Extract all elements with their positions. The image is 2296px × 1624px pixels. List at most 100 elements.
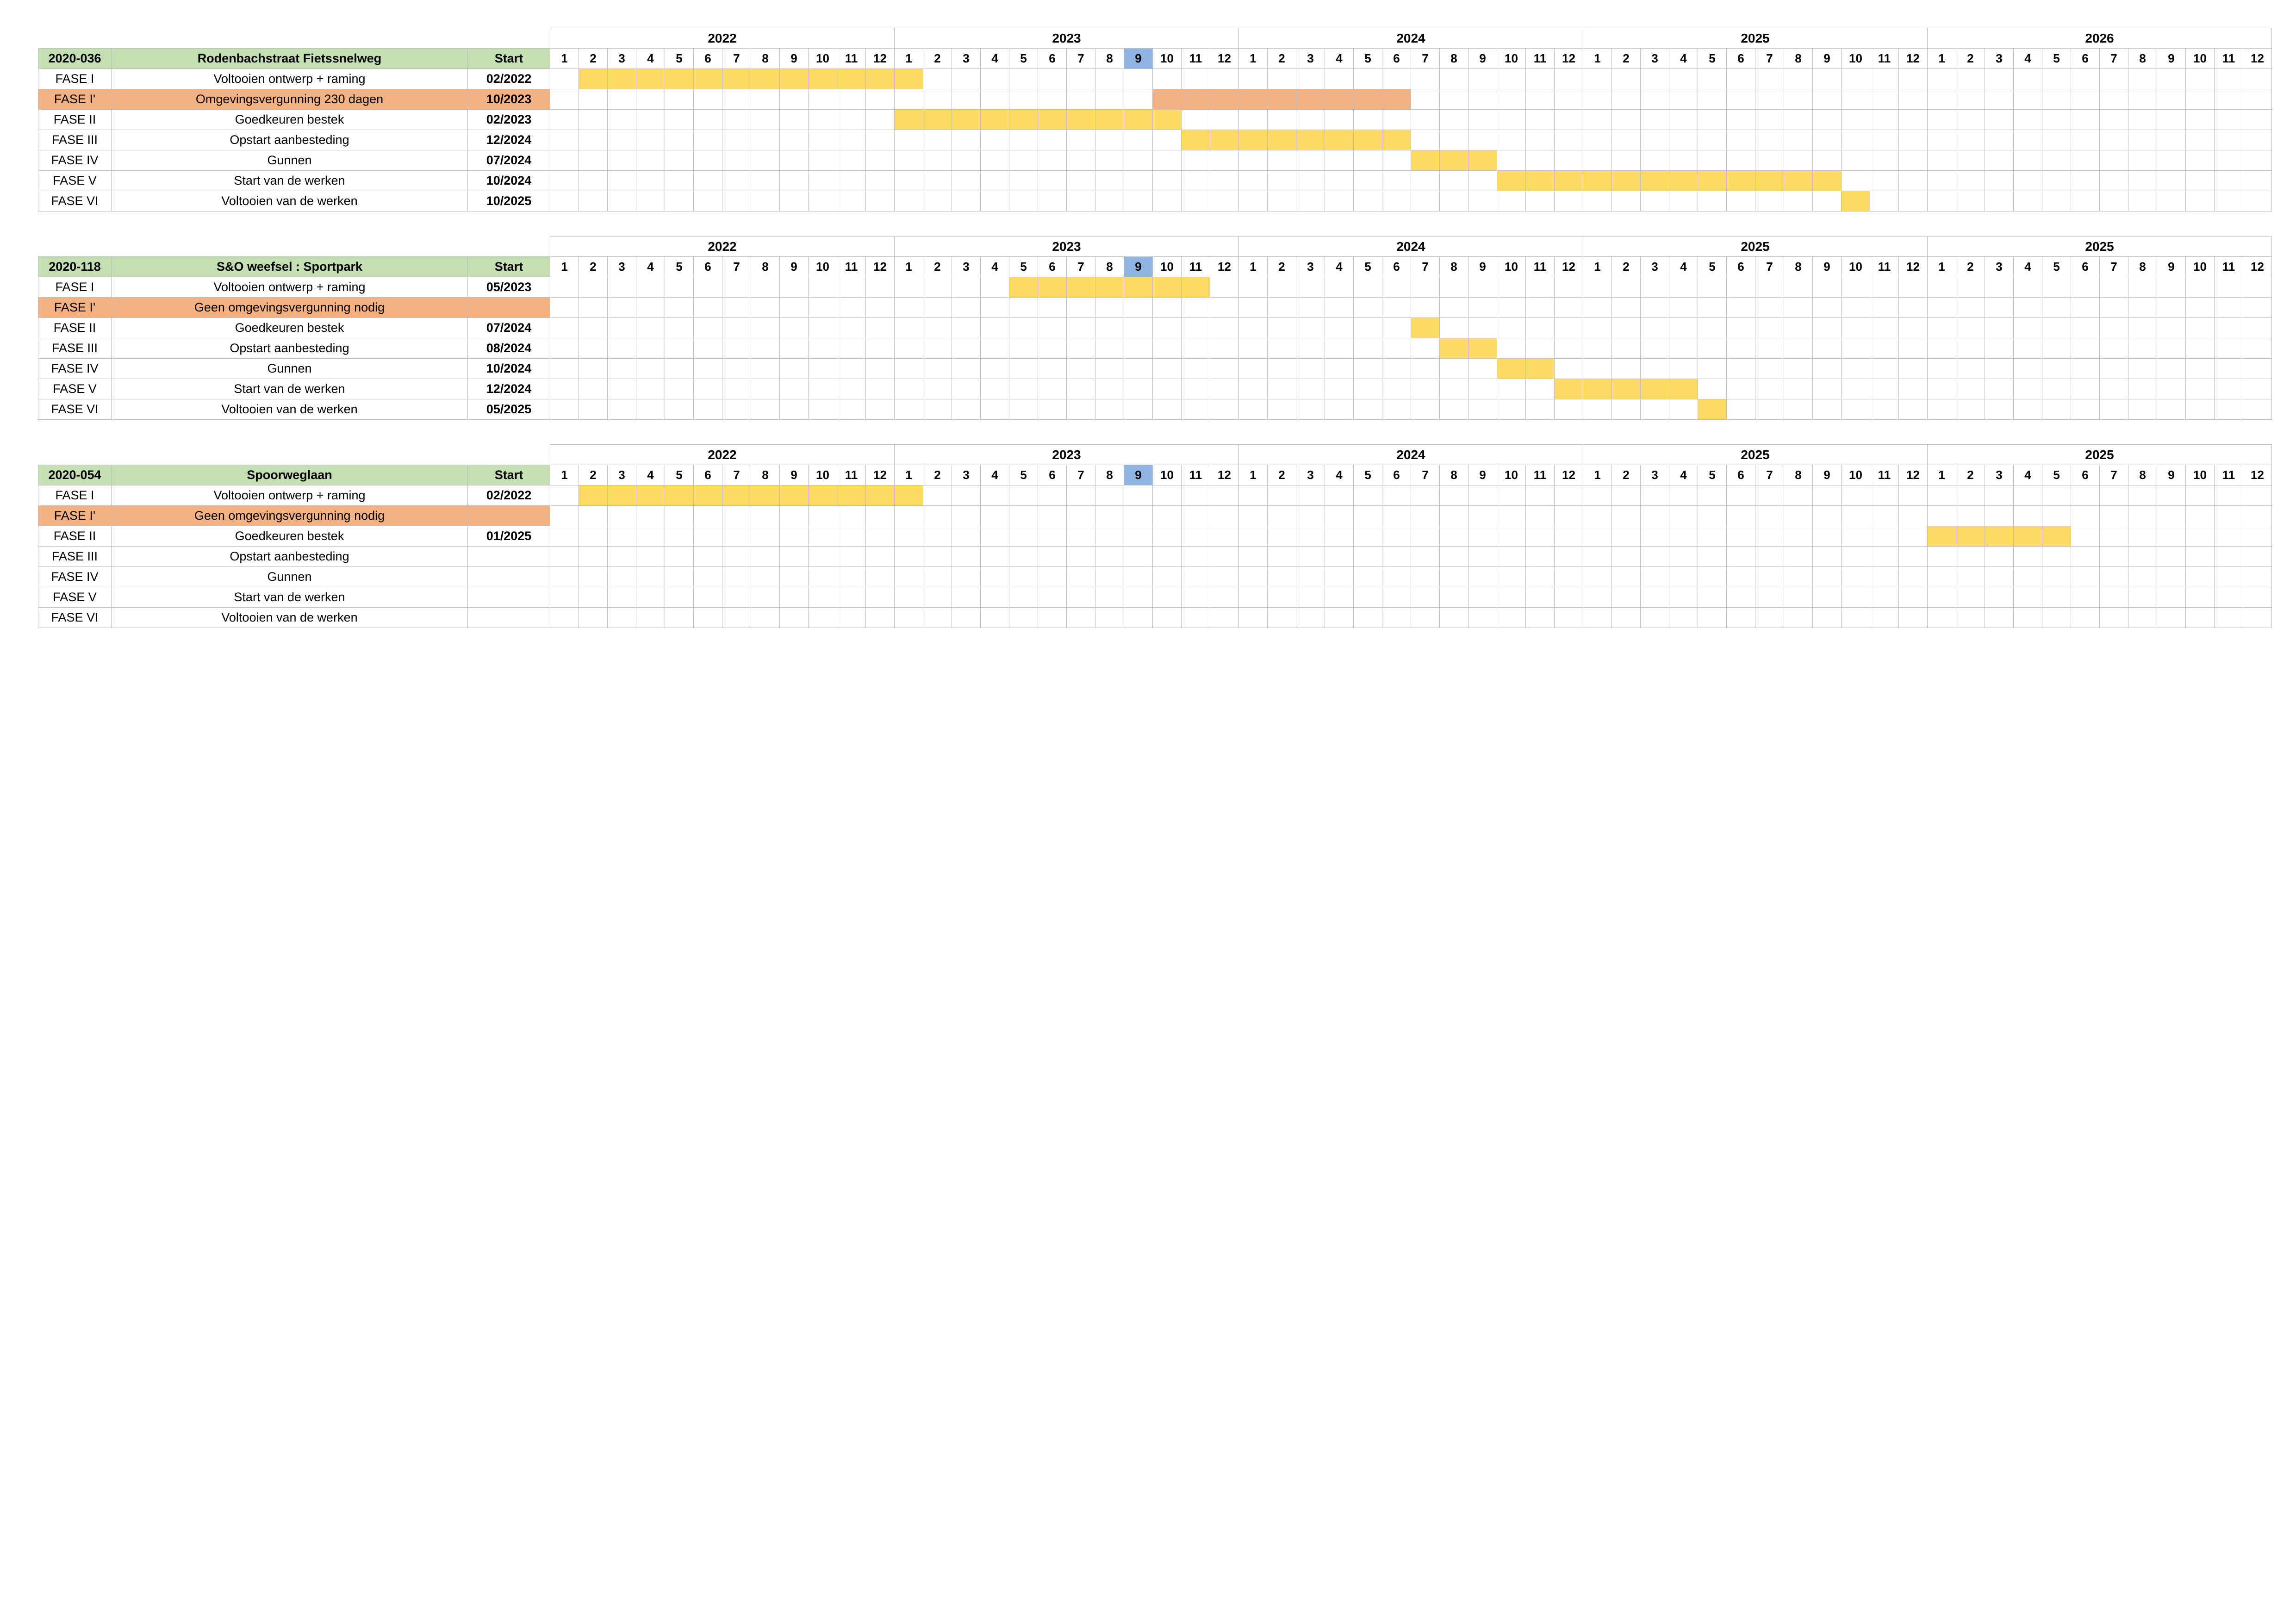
gantt-cell bbox=[2099, 297, 2128, 318]
gantt-cell bbox=[1525, 607, 1555, 628]
gantt-cell bbox=[1698, 68, 1727, 89]
gantt-cell bbox=[1755, 485, 1784, 506]
gantt-cell bbox=[980, 379, 1009, 399]
gantt-cell bbox=[1812, 317, 1842, 338]
gantt-cell bbox=[1095, 485, 1124, 506]
gantt-cell bbox=[952, 317, 981, 338]
gantt-cell bbox=[1583, 150, 1612, 171]
phase-row: FASE V Start van de werken 10/2024 bbox=[38, 170, 2272, 191]
year-header: 2022 bbox=[550, 28, 895, 49]
gantt-cell bbox=[865, 109, 895, 130]
gantt-cell bbox=[2042, 379, 2071, 399]
month-header: 7 bbox=[1066, 48, 1095, 69]
gantt-cell bbox=[1812, 89, 1842, 110]
gantt-cell bbox=[1411, 89, 1440, 110]
gantt-cell bbox=[1066, 191, 1095, 212]
gantt-cell bbox=[2185, 191, 2215, 212]
gantt-cell bbox=[550, 546, 579, 567]
gantt-cell bbox=[2243, 297, 2272, 318]
phase-row: FASE III Opstart aanbesteding 12/2024 bbox=[38, 130, 2272, 150]
phase-row: FASE VI Voltooien van de werken bbox=[38, 607, 2272, 628]
gantt-cell bbox=[1210, 68, 1239, 89]
gantt-cell bbox=[952, 338, 981, 359]
gantt-cell bbox=[1755, 191, 1784, 212]
gantt-cell bbox=[1726, 338, 1755, 359]
phase-start-date: 01/2025 bbox=[467, 526, 550, 547]
gantt-cell bbox=[1554, 68, 1583, 89]
month-header: 8 bbox=[751, 256, 780, 277]
gantt-cell bbox=[952, 587, 981, 608]
gantt-cell bbox=[1325, 566, 1354, 587]
month-header: 6 bbox=[693, 48, 722, 69]
gantt-cell bbox=[1698, 297, 1727, 318]
gantt-cell bbox=[2099, 566, 2128, 587]
gantt-cell bbox=[1927, 297, 1956, 318]
gantt-cell bbox=[779, 379, 809, 399]
gantt-cell bbox=[808, 297, 837, 318]
phase-description: Geen omgevingsvergunning nodig bbox=[111, 297, 468, 318]
gantt-cell bbox=[837, 546, 866, 567]
gantt-cell bbox=[1124, 317, 1153, 338]
gantt-cell bbox=[1124, 566, 1153, 587]
gantt-cell bbox=[1612, 277, 1641, 298]
gantt-cell bbox=[1698, 150, 1727, 171]
gantt-cell bbox=[1038, 399, 1067, 420]
gantt-bar-cell bbox=[1152, 109, 1182, 130]
gantt-cell bbox=[607, 526, 636, 547]
month-header: 11 bbox=[1181, 256, 1210, 277]
month-header: 6 bbox=[1726, 48, 1755, 69]
gantt-cell bbox=[1382, 526, 1411, 547]
header-spacer bbox=[38, 28, 550, 49]
gantt-cell bbox=[1038, 607, 1067, 628]
gantt-cell bbox=[1382, 317, 1411, 338]
month-header: 4 bbox=[1325, 256, 1354, 277]
gantt-cell bbox=[722, 587, 751, 608]
gantt-cell bbox=[1382, 358, 1411, 379]
gantt-cell bbox=[1870, 607, 1899, 628]
gantt-bar-cell bbox=[1956, 526, 1985, 547]
gantt-bar-cell bbox=[1841, 191, 1870, 212]
gantt-cell bbox=[2214, 338, 2243, 359]
gantt-cell bbox=[1038, 317, 1067, 338]
gantt-cell bbox=[1468, 277, 1497, 298]
gantt-cell bbox=[1554, 317, 1583, 338]
gantt-cell bbox=[1382, 546, 1411, 567]
year-header: 2023 bbox=[894, 444, 1239, 465]
gantt-cell bbox=[2042, 68, 2071, 89]
gantt-bar-cell bbox=[808, 68, 837, 89]
gantt-cell bbox=[1726, 130, 1755, 150]
gantt-cell bbox=[1382, 109, 1411, 130]
gantt-cell bbox=[1640, 297, 1669, 318]
gantt-cell bbox=[1841, 587, 1870, 608]
gantt-cell bbox=[837, 607, 866, 628]
gantt-cell bbox=[550, 191, 579, 212]
gantt-cell bbox=[1210, 277, 1239, 298]
gantt-cell bbox=[1124, 379, 1153, 399]
gantt-cell bbox=[923, 566, 952, 587]
gantt-cell bbox=[2243, 317, 2272, 338]
gantt-cell bbox=[1698, 358, 1727, 379]
gantt-cell bbox=[607, 546, 636, 567]
gantt-cell bbox=[1095, 338, 1124, 359]
gantt-cell bbox=[1497, 485, 1526, 506]
gantt-cell bbox=[1698, 338, 1727, 359]
gantt-cell bbox=[1640, 358, 1669, 379]
gantt-cell bbox=[980, 505, 1009, 526]
month-header: 9 bbox=[1468, 256, 1497, 277]
month-header: 2 bbox=[923, 256, 952, 277]
gantt-cell bbox=[2243, 338, 2272, 359]
gantt-cell bbox=[1898, 485, 1928, 506]
gantt-cell bbox=[1066, 338, 1095, 359]
gantt-cell bbox=[579, 89, 608, 110]
gantt-cell bbox=[2099, 317, 2128, 338]
gantt-cell bbox=[693, 587, 722, 608]
gantt-cell bbox=[1898, 191, 1928, 212]
month-header: 2 bbox=[1956, 465, 1985, 485]
gantt-cell bbox=[1985, 317, 2014, 338]
gantt-cell bbox=[1812, 297, 1842, 318]
phase-start-date: 05/2023 bbox=[467, 277, 550, 298]
gantt-cell bbox=[1898, 546, 1928, 567]
gantt-cell bbox=[1066, 485, 1095, 506]
gantt-cell bbox=[2157, 338, 2186, 359]
gantt-cell bbox=[1296, 505, 1325, 526]
